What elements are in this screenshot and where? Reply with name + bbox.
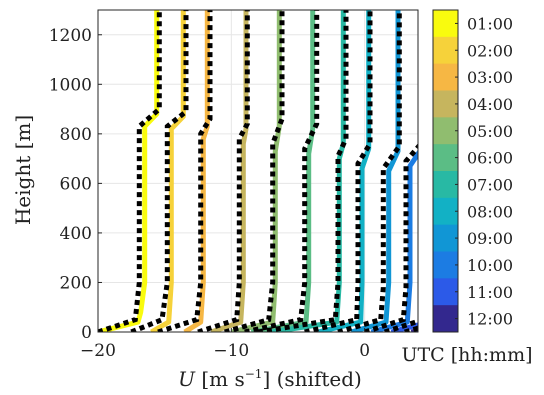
colorbar-title: UTC [hh:mm] — [402, 344, 533, 366]
series-line-7 — [270, 10, 346, 332]
x-axis-title: U [m s−1] (shifted) — [178, 367, 362, 391]
y-tick-label: 1200 — [49, 26, 92, 46]
y-tick-label: 800 — [60, 125, 92, 145]
colorbar-label: 07:00 — [467, 175, 513, 194]
series-group — [98, 10, 418, 332]
colorbar-swatch — [433, 251, 458, 279]
colorbar-swatch — [433, 305, 458, 333]
plot-area — [97, 10, 418, 333]
colorbar-label: 08:00 — [467, 202, 513, 221]
y-axis-title: Height [m] — [11, 115, 35, 225]
axes: 0 200 400 600 800 1000 1200 −20 −10 0 — [49, 9, 419, 361]
series-reference-dotted-1 — [98, 10, 162, 332]
plot-frame — [97, 9, 419, 333]
colorbar-swatch — [433, 171, 458, 199]
x-tick-label: −20 — [80, 341, 116, 361]
colorbar-swatch — [433, 10, 458, 38]
colorbar-swatch — [433, 36, 458, 65]
x-axis-title-sup: −1 — [245, 367, 263, 381]
series-reference-dotted-8 — [304, 10, 373, 332]
series-reference-dotted-7 — [257, 10, 349, 332]
colorbar-label: 03:00 — [467, 68, 513, 87]
y-tick-label: 1000 — [49, 75, 92, 95]
x-axis-title-tail: ] (shifted) — [262, 367, 361, 391]
series-line-10 — [370, 149, 418, 332]
x-tick-label: 0 — [359, 341, 370, 361]
colorbar-label: 05:00 — [467, 122, 513, 141]
series-line-3 — [183, 10, 210, 332]
x-tick-label: −10 — [213, 341, 249, 361]
series-line-2 — [150, 10, 186, 332]
colorbar-swatch — [433, 144, 458, 172]
colorbar-label: 10:00 — [467, 256, 513, 275]
series-line-8 — [317, 10, 372, 332]
colorbar-swatch — [433, 197, 458, 226]
colorbar-label: 11:00 — [467, 283, 513, 302]
x-axis-title-units: [m s — [195, 367, 245, 391]
series-line-5 — [230, 10, 282, 332]
y-tick-label: 400 — [60, 224, 92, 244]
y-tick-label: 0 — [81, 323, 92, 343]
colorbar-label: 01:00 — [467, 14, 513, 33]
series-reference-dotted-6 — [244, 10, 320, 332]
colorbar-label: 06:00 — [467, 149, 513, 168]
colorbar-swatch — [433, 117, 458, 145]
series-reference-dotted-10 — [363, 143, 418, 332]
series-reference-dotted-2 — [130, 10, 189, 332]
y-tick-label: 200 — [60, 273, 92, 293]
colorbar-swatch — [433, 278, 458, 306]
series-reference-dotted-9 — [337, 10, 402, 332]
colorbar-swatch — [433, 90, 458, 118]
colorbar-frame — [432, 9, 459, 333]
x-axis-title-var: U — [178, 367, 196, 391]
series-reference-dotted-5 — [224, 10, 285, 332]
colorbar: 01:00 02:00 03:00 04:00 05:00 06:00 07:00 08:00… — [432, 9, 513, 333]
colorbar-label: 04:00 — [467, 95, 513, 114]
colorbar-label: 09:00 — [467, 229, 513, 248]
y-tick-label: 600 — [60, 174, 92, 194]
series-line-9 — [350, 10, 401, 332]
colorbar-swatch — [433, 224, 458, 252]
colorbar-swatch — [433, 63, 458, 91]
colorbar-label: 02:00 — [467, 41, 513, 60]
colorbar-label: 12:00 — [467, 310, 513, 329]
series-reference-dotted-3 — [157, 10, 213, 332]
